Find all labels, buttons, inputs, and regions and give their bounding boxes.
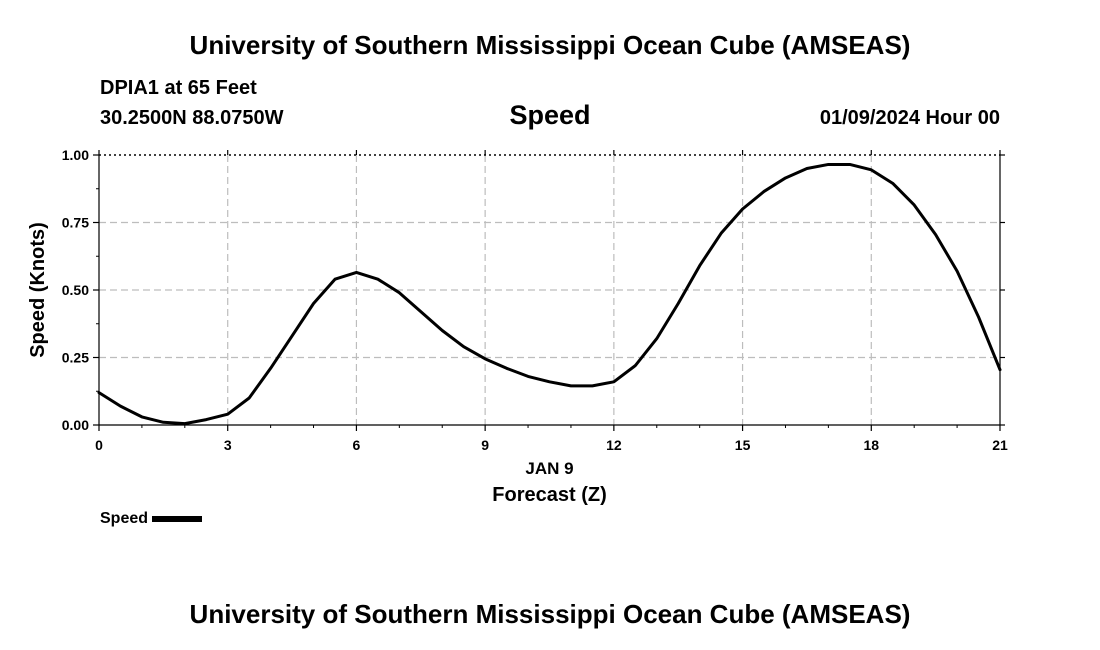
y-tick-label: 0.00 [62, 417, 89, 433]
y-axis-label: Speed (Knots) [27, 222, 49, 358]
y-tick-label: 0.50 [62, 282, 89, 298]
x-tick-label: 21 [992, 437, 1008, 453]
x-tick-label: 15 [735, 437, 751, 453]
station-label: DPIA1 at 65 Feet [100, 77, 257, 99]
y-tick-label: 0.75 [62, 215, 89, 231]
datetime-label: 01/09/2024 Hour 00 [819, 107, 1000, 129]
series-line-speed [97, 162, 1002, 426]
x-tick-label: 9 [481, 437, 489, 453]
coordinates-label: 30.2500N 88.0750W [100, 107, 284, 129]
legend: Speed [100, 510, 203, 528]
page-title: University of Southern Mississippi Ocean… [189, 30, 911, 60]
variable-title: Speed [509, 100, 591, 130]
y-tick-label: 1.00 [62, 147, 89, 163]
x-tick-label: 12 [606, 437, 622, 453]
x-date-label: JAN 9 [525, 459, 573, 478]
x-tick-label: 18 [863, 437, 879, 453]
legend-swatch [152, 516, 203, 522]
x-tick-label: 0 [95, 437, 103, 453]
y-tick-label: 0.25 [62, 350, 89, 366]
x-tick-label: 3 [224, 437, 232, 453]
x-tick-label: 6 [353, 437, 361, 453]
legend-label: Speed [100, 510, 149, 527]
footer-title: University of Southern Mississippi Ocean… [189, 599, 911, 629]
x-axis-label: Forecast (Z) [492, 484, 606, 506]
